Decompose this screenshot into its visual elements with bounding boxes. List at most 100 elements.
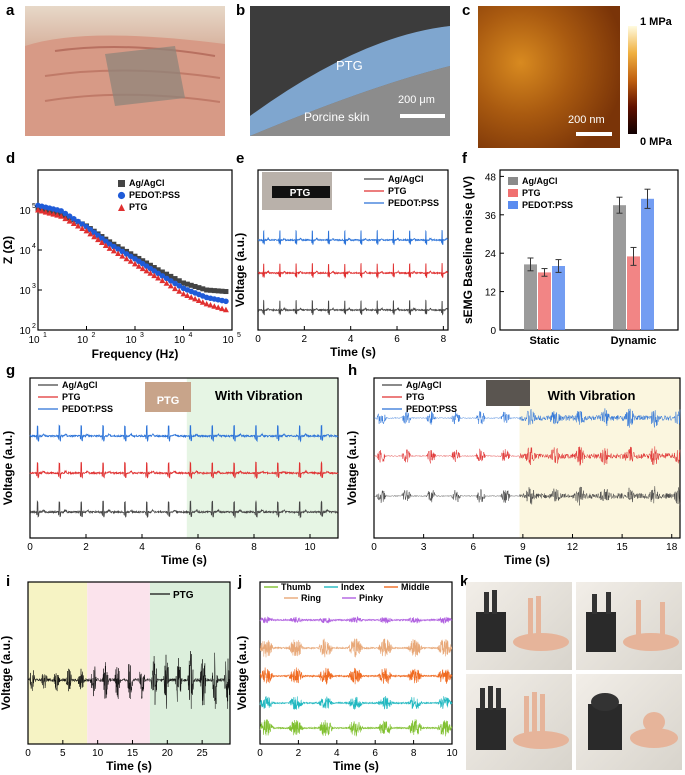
colorbar-top-label: 1 MPa [640,16,672,28]
category-label-static: Static [530,335,560,347]
data-point [184,281,190,287]
robot-hand-photo-1 [466,582,572,670]
bar-pedotpss-dynamic [641,198,654,330]
finger-emg-chart: 0 2 4 6 8 10 Time (s) Voltage (a.u.) Thumb Index M… [235,576,458,775]
plot-frame [257,169,449,331]
trace-ptg [29,460,339,480]
data-point [219,305,226,312]
legend-entry-pedotpss: PEDOT:PSS [406,404,457,414]
trace-middle [259,667,453,685]
legend-entry-thumb: Thumb [281,582,311,592]
x-tick-label: 0 [371,542,377,553]
y-tick-exponent: 5 [32,203,36,210]
bar-agagcl-static [524,264,537,330]
data-point [143,267,150,274]
data-point [38,208,45,214]
panel-e-label: e [236,150,245,167]
x-tick-label: 8 [251,542,257,553]
x-axis-label: Time (s) [161,553,207,567]
y-tick-label: 10 [19,206,31,217]
x-axis-label: Frequency (Hz) [92,347,179,361]
data-point [192,283,198,289]
x-tick-label: 0 [25,748,31,759]
data-point [211,303,218,309]
ptg-patch [105,46,185,106]
y-axis-label: Voltage (a.u.) [0,636,13,710]
panel-j-label: j [238,573,243,590]
trace-pedotpss [257,229,449,246]
data-point [140,258,146,264]
x-tick-label: 25 [197,748,209,759]
x-axis-label: Time (s) [106,759,152,773]
data-point [87,230,94,237]
trace-index [259,695,453,711]
category-label-dynamic: Dynamic [611,335,657,347]
data-point [144,260,150,266]
legend-entry-pedotpss: PEDOT:PSS [129,190,180,200]
panel-a-label: a [6,2,15,19]
data-point [46,210,53,216]
panel-d-label: d [6,150,16,167]
x-tick-label: 6 [470,542,476,553]
panel-f-label: f [462,150,467,167]
porcine-skin-text: Porcine skin [304,110,370,124]
data-point [172,276,178,282]
data-point [111,243,117,250]
data-point [184,292,191,299]
data-point [195,297,202,304]
legend-entry-ptg: PTG [406,392,425,402]
robot-hand-photo-3 [466,674,572,770]
robot-hand-photo-4 [576,674,682,770]
data-point [180,290,187,297]
y-tick-label: 24 [485,249,497,260]
data-point [115,250,122,257]
x-tick-label: 0 [255,334,261,345]
data-point [163,275,170,282]
data-point [200,286,206,292]
data-point [159,273,166,279]
data-point [167,282,174,289]
data-point [106,245,113,251]
data-point [66,218,73,224]
data-point [119,253,126,259]
data-point [127,253,134,260]
x-tick-label: 10 [77,335,89,346]
x-tick-label: 2 [302,334,308,345]
y-tick-exponent: 3 [32,283,36,290]
bar-ptg-dynamic [627,256,640,330]
data-point [106,241,113,247]
x-tick-exponent: 3 [140,332,144,339]
data-point [102,242,109,248]
x-tick-label: 10 [28,335,40,346]
data-point [163,280,170,286]
data-point [223,298,229,305]
x-axis-label: Time (s) [333,759,379,773]
chart-j-svg: 0 2 4 6 8 10 Time (s) Voltage (a.u.) Thumb Index M… [235,581,458,773]
data-point [87,226,94,233]
x-tick-label: 0 [257,748,263,759]
face-inset-bar [272,186,330,198]
legend-entry-ptg: PTG [522,188,541,198]
legend-marker [118,180,125,187]
legend-entry-ptg: PTG [173,590,194,601]
data-point [168,273,174,279]
series-ptg [35,207,229,313]
legend-entry-index: Index [341,582,365,592]
legend-entry-ptg: PTG [388,186,407,196]
data-point [168,278,174,284]
data-point [159,269,165,275]
legend-marker [118,204,125,211]
trace-pedotpss [29,424,339,443]
x-tick-exponent: 5 [237,332,241,339]
ptg-text: PTG [336,58,363,73]
trace-agagcl [29,500,339,519]
y-tick-exponent: 4 [32,243,36,250]
data-point [136,255,142,261]
emg-vibration-chart: 0 3 6 9 12 15 18 Time (s) Voltage (a.u.) With Vib… [345,366,685,567]
y-axis-label: Voltage (a.u.) [233,233,247,307]
data-point [164,271,170,277]
emg-ptg-chart: 0 5 10 15 20 25 Time (s) Voltage (a.u.) PTG [0,576,235,775]
vibration-label: With Vibration [215,388,303,403]
x-tick-label: 15 [617,542,629,553]
